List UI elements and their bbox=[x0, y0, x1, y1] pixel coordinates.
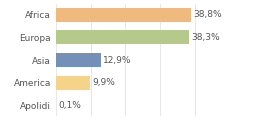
Text: 0,1%: 0,1% bbox=[59, 101, 81, 110]
Text: 38,3%: 38,3% bbox=[191, 33, 220, 42]
Text: 38,8%: 38,8% bbox=[193, 10, 221, 19]
Text: 9,9%: 9,9% bbox=[92, 78, 115, 87]
Bar bbox=[56, 8, 191, 22]
Text: 12,9%: 12,9% bbox=[103, 55, 131, 65]
Bar bbox=[56, 53, 101, 67]
Bar bbox=[56, 76, 90, 90]
Bar bbox=[56, 30, 189, 44]
